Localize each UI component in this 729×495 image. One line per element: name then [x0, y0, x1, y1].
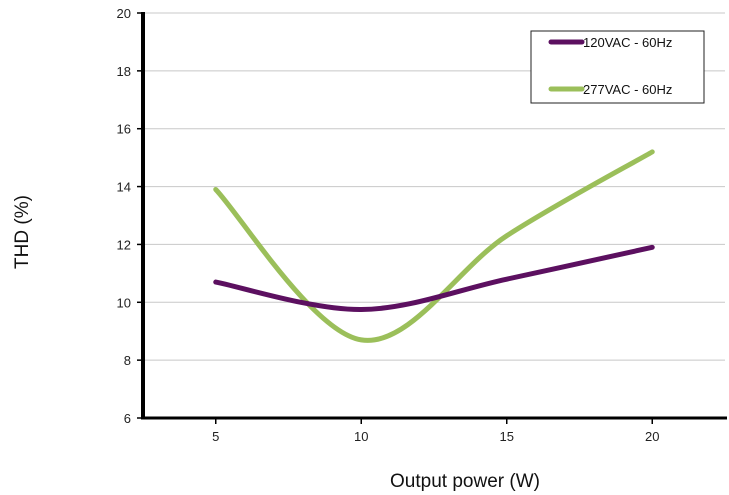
series-lines [213, 149, 655, 343]
axes [137, 12, 727, 424]
y-tick-label: 18 [117, 64, 131, 79]
series-line-120vac [213, 244, 655, 313]
x-axis-title: Output power (W) [390, 471, 540, 492]
tick-labels: 6 8 10 12 14 16 18 20 5 10 15 20 [117, 6, 660, 444]
y-axis-title: THD (%) [12, 195, 33, 269]
y-tick-label: 16 [117, 122, 131, 137]
y-tick-label: 10 [117, 295, 131, 310]
gridlines [143, 12, 725, 361]
legend: 120VAC - 60Hz 277VAC - 60Hz [530, 30, 705, 104]
y-tick-label: 12 [117, 237, 131, 252]
legend-label-120vac: 120VAC - 60Hz [583, 35, 672, 50]
x-tick-label: 20 [645, 429, 659, 444]
series-line-277vac [213, 149, 655, 343]
x-tick-label: 5 [212, 429, 219, 444]
legend-label-277vac: 277VAC - 60Hz [583, 82, 672, 97]
x-tick-label: 15 [500, 429, 514, 444]
y-tick-label: 6 [124, 411, 131, 426]
y-tick-label: 14 [117, 180, 131, 195]
x-tick-label: 10 [354, 429, 368, 444]
y-tick-label: 20 [117, 6, 131, 21]
y-tick-label: 8 [124, 353, 131, 368]
